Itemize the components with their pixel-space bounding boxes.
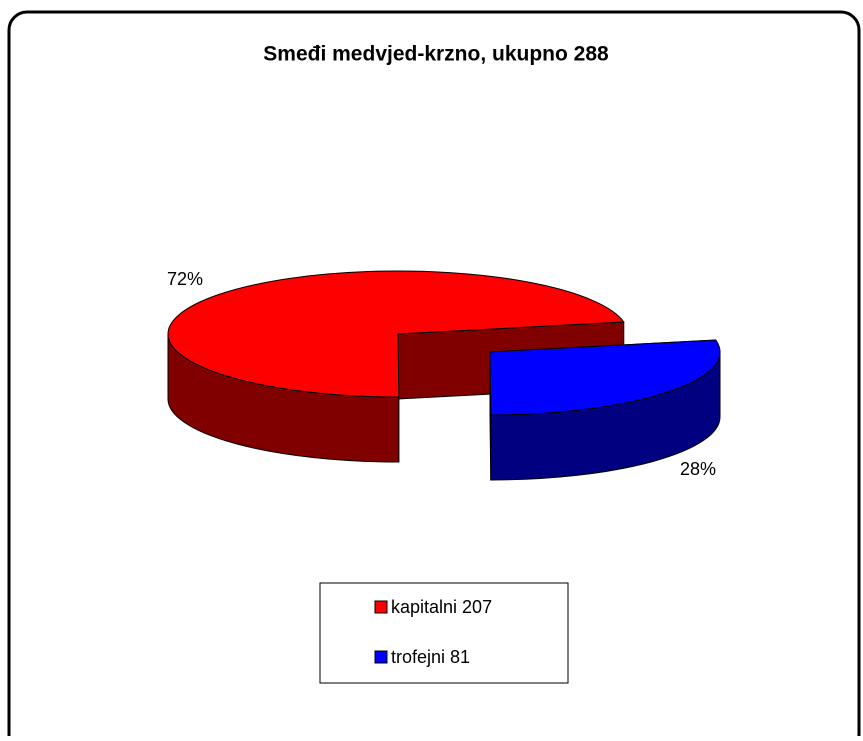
data-label: 72% bbox=[167, 269, 203, 289]
data-label: 28% bbox=[680, 459, 716, 479]
legend-swatch bbox=[374, 650, 388, 664]
legend-box bbox=[319, 582, 569, 684]
pie: 72% 28% bbox=[167, 269, 721, 481]
chart-title: Smeđi medvjed-krzno, ukupno 288 bbox=[263, 43, 609, 66]
legend: kapitalni 207 trofejni 81 bbox=[374, 597, 492, 667]
slice bbox=[489, 339, 721, 416]
legend-label: trofejni 81 bbox=[391, 647, 470, 667]
slice bbox=[167, 270, 625, 398]
legend-swatch bbox=[374, 600, 388, 614]
legend-label: kapitalni 207 bbox=[391, 597, 492, 617]
